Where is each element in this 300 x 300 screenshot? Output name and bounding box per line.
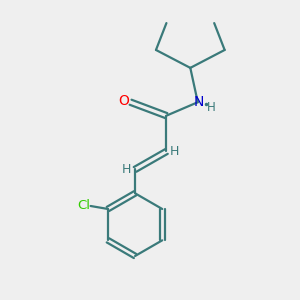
Text: O: O (118, 94, 130, 108)
Text: H: H (207, 101, 216, 114)
Text: Cl: Cl (77, 200, 91, 212)
Text: H: H (170, 145, 179, 158)
Text: N: N (194, 95, 205, 109)
Text: H: H (122, 163, 131, 176)
